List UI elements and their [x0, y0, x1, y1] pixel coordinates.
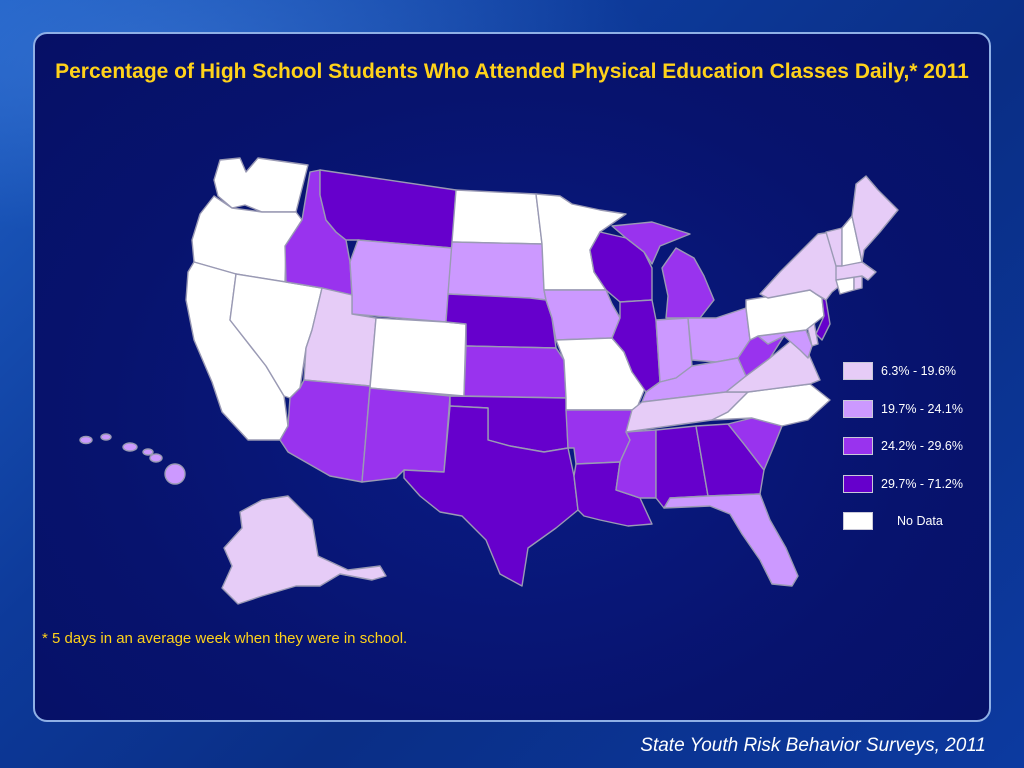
legend-label: 24.2% - 29.6%: [881, 439, 963, 453]
map-title: Percentage of High School Students Who A…: [55, 60, 969, 83]
state-ia[interactable]: [543, 289, 621, 341]
legend-item: 24.2% - 29.6%: [843, 435, 993, 457]
legend-label: No Data: [897, 514, 943, 528]
state-ks[interactable]: [463, 345, 567, 399]
state-wi[interactable]: [589, 231, 653, 303]
state-il[interactable]: [611, 299, 661, 393]
map-legend: 6.3% - 19.6% 19.7% - 24.1% 24.2% - 29.6%…: [843, 360, 993, 548]
state-md[interactable]: [757, 329, 813, 359]
legend-item: 6.3% - 19.6%: [843, 360, 993, 382]
source-citation: State Youth Risk Behavior Surveys, 2011: [640, 735, 986, 756]
state-fl[interactable]: [663, 493, 799, 587]
legend-label: 29.7% - 71.2%: [881, 476, 963, 491]
legend-label: 19.7% - 24.1%: [881, 401, 963, 416]
state-co[interactable]: [369, 317, 467, 397]
state-sd[interactable]: [447, 241, 547, 301]
legend-swatch: [843, 399, 873, 418]
state-wy[interactable]: [349, 239, 453, 323]
state-az[interactable]: [279, 379, 371, 483]
legend-item: No Data: [843, 510, 993, 532]
legend-swatch: [843, 437, 873, 455]
state-nd[interactable]: [451, 189, 543, 245]
legend-item: 29.7% - 71.2%: [843, 473, 993, 495]
state-wa[interactable]: [213, 157, 309, 213]
state-tx[interactable]: [403, 405, 579, 587]
legend-swatch: [843, 362, 873, 380]
legend-label: 6.3% - 19.6%: [881, 364, 957, 378]
state-nj[interactable]: [815, 293, 831, 341]
legend-swatch: [843, 512, 873, 530]
state-mt[interactable]: [319, 169, 457, 249]
legend-item: 19.7% - 24.1%: [843, 398, 993, 420]
state-ri[interactable]: [853, 275, 863, 291]
footnote: * 5 days in an average week when they we…: [42, 630, 408, 647]
legend-swatch: [843, 474, 873, 493]
state-nc[interactable]: [711, 383, 831, 427]
state-ak[interactable]: [221, 495, 387, 605]
state-hi[interactable]: [79, 433, 186, 485]
state-me[interactable]: [851, 175, 899, 263]
state-mi[interactable]: [611, 221, 715, 319]
state-nm[interactable]: [361, 387, 451, 483]
